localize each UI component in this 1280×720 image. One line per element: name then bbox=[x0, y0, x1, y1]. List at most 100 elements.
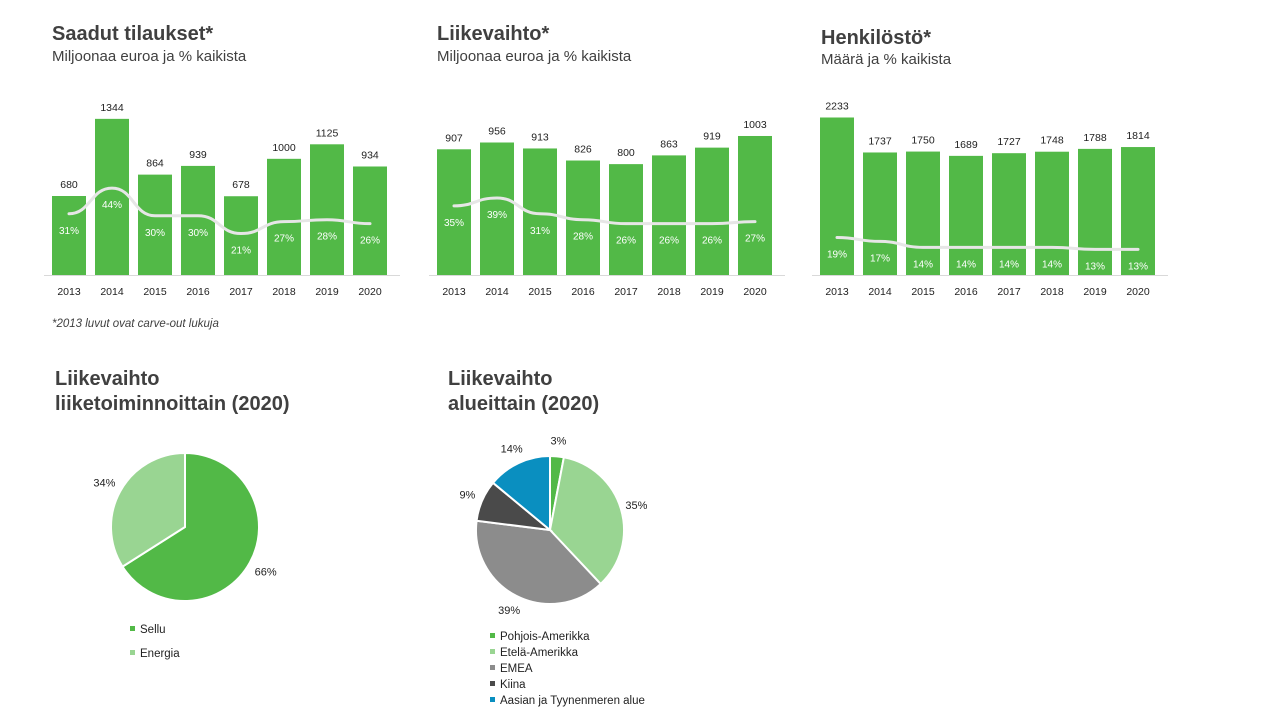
bar-value-label: 1737 bbox=[868, 135, 892, 147]
x-tick-label: 2016 bbox=[954, 286, 978, 298]
x-tick-label: 2014 bbox=[100, 286, 124, 298]
x-tick-label: 2018 bbox=[272, 286, 296, 298]
percent-label: 14% bbox=[956, 259, 976, 270]
percent-label: 27% bbox=[745, 234, 765, 245]
bar-value-label: 2233 bbox=[825, 100, 849, 112]
chart2-title: Liikevaihto* bbox=[437, 23, 550, 45]
x-tick-label: 2015 bbox=[911, 286, 935, 298]
pie-slice bbox=[548, 456, 625, 586]
bar bbox=[353, 166, 387, 275]
pie1-title-line1: Liikevaihto bbox=[55, 368, 160, 390]
bar bbox=[95, 118, 129, 275]
percent-label: 26% bbox=[702, 236, 722, 247]
pie-slice-label: 39% bbox=[498, 605, 520, 617]
pie2-legend: Pohjois-Amerikka Etelä-Amerikka EMEA Kii… bbox=[490, 629, 645, 709]
bar bbox=[310, 144, 344, 275]
bar bbox=[1078, 148, 1112, 275]
x-tick-label: 2016 bbox=[186, 286, 210, 298]
legend-swatch bbox=[130, 650, 135, 656]
x-tick-label: 2013 bbox=[825, 286, 849, 298]
percent-label: 17% bbox=[870, 253, 890, 264]
x-tick-label: 2020 bbox=[743, 286, 767, 298]
bar bbox=[906, 151, 940, 275]
legend-label: Energia bbox=[140, 648, 180, 660]
legend-swatch bbox=[130, 626, 135, 632]
x-tick-label: 2015 bbox=[528, 286, 552, 298]
business-pie-chart: 66% 34% bbox=[93, 451, 277, 602]
bar-value-label: 1344 bbox=[100, 102, 124, 114]
x-tick-label: 2019 bbox=[1083, 286, 1107, 298]
bar-value-label: 1003 bbox=[743, 119, 767, 131]
bar bbox=[267, 158, 301, 275]
pie1-legend: Sellu Energia bbox=[130, 622, 180, 662]
bar-value-label: 1000 bbox=[272, 142, 296, 154]
bar-value-label: 1689 bbox=[954, 139, 978, 151]
pie-slice-label: 34% bbox=[93, 478, 115, 490]
legend-item-kiina: Kiina bbox=[490, 677, 645, 693]
bar-value-label: 1788 bbox=[1083, 132, 1107, 144]
x-tick-label: 2019 bbox=[315, 286, 339, 298]
bar bbox=[863, 152, 897, 275]
percent-label: 21% bbox=[231, 246, 251, 257]
x-tick-label: 2015 bbox=[143, 286, 167, 298]
x-tick-label: 2016 bbox=[571, 286, 595, 298]
pie1-title-line2: liiketoiminnoittain (2020) bbox=[55, 393, 290, 415]
pie-slice bbox=[475, 519, 603, 605]
legend-swatch bbox=[490, 649, 495, 655]
percent-line bbox=[835, 235, 1140, 251]
pie-slice bbox=[110, 451, 186, 569]
percent-label: 14% bbox=[999, 259, 1019, 270]
legend-label: EMEA bbox=[500, 663, 533, 675]
chart3-title: Henkilöstö* bbox=[821, 27, 932, 49]
chart2-subtitle: Miljoonaa euroa ja % kaikista bbox=[437, 48, 632, 65]
percent-label: 28% bbox=[573, 232, 593, 243]
legend-label: Pohjois-Amerikka bbox=[500, 631, 590, 643]
percent-label: 31% bbox=[59, 226, 79, 237]
legend-item-sellu: Sellu bbox=[130, 622, 180, 646]
footnote: *2013 luvut ovat carve-out lukuja bbox=[52, 318, 219, 330]
x-tick-label: 2018 bbox=[1040, 286, 1064, 298]
percent-label: 31% bbox=[530, 226, 550, 237]
pie-slice-label: 3% bbox=[551, 435, 567, 447]
x-tick-label: 2019 bbox=[700, 286, 724, 298]
bar-value-label: 919 bbox=[703, 131, 721, 143]
pie-slice bbox=[491, 454, 551, 533]
legend-item-pohjois-amerikka: Pohjois-Amerikka bbox=[490, 629, 645, 645]
percent-label: 19% bbox=[827, 249, 847, 260]
pie2-title-line1: Liikevaihto bbox=[448, 368, 553, 390]
legend-item-emea: EMEA bbox=[490, 661, 645, 677]
region-pie-chart: 3% 35% 39% 9% 14% bbox=[459, 435, 647, 617]
bar bbox=[1121, 147, 1155, 275]
bar bbox=[949, 155, 983, 275]
x-tick-label: 2013 bbox=[57, 286, 81, 298]
percent-label: 26% bbox=[360, 236, 380, 247]
percent-label: 28% bbox=[317, 232, 337, 243]
bar-value-label: 1727 bbox=[997, 136, 1021, 148]
bar bbox=[138, 174, 172, 275]
bar bbox=[181, 165, 215, 275]
bar bbox=[480, 142, 514, 275]
bar bbox=[652, 155, 686, 275]
x-tick-label: 2018 bbox=[657, 286, 681, 298]
pie-slice-label: 35% bbox=[625, 500, 647, 512]
percent-label: 44% bbox=[102, 200, 122, 211]
x-tick-label: 2020 bbox=[1126, 286, 1150, 298]
bar-value-label: 680 bbox=[60, 179, 78, 191]
bar-value-label: 913 bbox=[531, 131, 549, 143]
bar bbox=[1035, 151, 1069, 275]
bar-value-label: 939 bbox=[189, 149, 207, 161]
orders-bar-chart: 680 2013 1344 2014 864 2015 939 2016 678 2017 1000… bbox=[44, 102, 400, 298]
pie-slice bbox=[121, 451, 260, 602]
bar-value-label: 1125 bbox=[316, 127, 339, 139]
x-tick-label: 2017 bbox=[997, 286, 1021, 298]
legend-label: Kiina bbox=[500, 679, 526, 691]
legend-item-etela-amerikka: Etelä-Amerikka bbox=[490, 645, 645, 661]
percent-line bbox=[452, 196, 757, 226]
bar-value-label: 678 bbox=[232, 179, 250, 191]
bar-value-label: 1748 bbox=[1040, 135, 1064, 147]
bar bbox=[609, 164, 643, 275]
bar-value-label: 956 bbox=[488, 126, 506, 138]
bar-value-label: 826 bbox=[574, 144, 592, 156]
legend-swatch bbox=[490, 697, 495, 703]
legend-swatch bbox=[490, 681, 495, 687]
